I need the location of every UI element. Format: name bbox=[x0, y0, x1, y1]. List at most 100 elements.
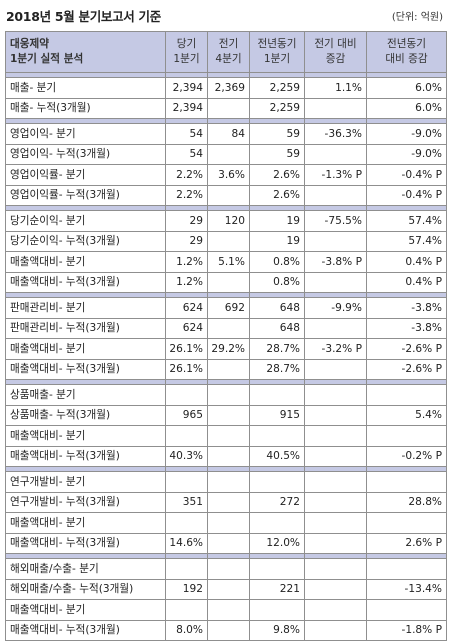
cell-yoy-change: 6.0% bbox=[366, 97, 447, 119]
group-separator bbox=[5, 466, 447, 472]
cell-current-quarter: 26.1% bbox=[165, 338, 208, 360]
cell-qoq-change bbox=[304, 471, 367, 493]
cell-previous-quarter: 692 bbox=[207, 297, 250, 319]
cell-year-ago-quarter bbox=[249, 425, 305, 447]
cell-previous-quarter: 5.1% bbox=[207, 251, 250, 273]
cell-previous-quarter: 3.6% bbox=[207, 164, 250, 186]
cell-qoq-change bbox=[304, 384, 367, 406]
cell-previous-quarter: 120 bbox=[207, 210, 250, 232]
cell-qoq-change bbox=[304, 578, 367, 600]
cell-yoy-change: -9.0% bbox=[366, 123, 447, 145]
row-label: 매출액대비- 누적(3개월) bbox=[5, 445, 166, 467]
cell-current-quarter bbox=[165, 599, 208, 621]
cell-qoq-change bbox=[304, 619, 367, 641]
row-label: 매출- 분기 bbox=[5, 77, 166, 99]
row-label: 영업이익- 분기 bbox=[5, 123, 166, 145]
cell-yoy-change: 2.6% P bbox=[366, 532, 447, 554]
cell-previous-quarter: 29.2% bbox=[207, 338, 250, 360]
table-row: 매출액대비- 분기 bbox=[5, 512, 447, 534]
cell-year-ago-quarter: 28.7% bbox=[249, 358, 305, 380]
group-separator bbox=[5, 553, 447, 559]
row-label: 매출액대비- 분기 bbox=[5, 338, 166, 360]
cell-qoq-change bbox=[304, 532, 367, 554]
cell-qoq-change: -9.9% bbox=[304, 297, 367, 319]
separator-cell bbox=[366, 72, 447, 78]
header-year-ago-quarter: 전년동기 1분기 bbox=[249, 31, 305, 73]
header-row: 대웅제약 1분기 실적 분석 당기 1분기 전기 4분기 전년동기 1분기 전기… bbox=[5, 31, 447, 73]
table-row: 해외매출/수출- 분기 bbox=[5, 558, 447, 580]
cell-previous-quarter bbox=[207, 491, 250, 513]
cell-qoq-change bbox=[304, 184, 367, 206]
cell-previous-quarter bbox=[207, 425, 250, 447]
row-label: 영업이익률- 누적(3개월) bbox=[5, 184, 166, 206]
group-separator bbox=[5, 118, 447, 124]
cell-previous-quarter bbox=[207, 358, 250, 380]
cell-yoy-change: 57.4% bbox=[366, 230, 447, 252]
row-label: 상품매출- 분기 bbox=[5, 384, 166, 406]
cell-year-ago-quarter: 40.5% bbox=[249, 445, 305, 467]
row-label: 당기순이익- 분기 bbox=[5, 210, 166, 232]
cell-year-ago-quarter: 9.8% bbox=[249, 619, 305, 641]
cell-qoq-change: -3.2% P bbox=[304, 338, 367, 360]
cell-current-quarter bbox=[165, 512, 208, 534]
cell-previous-quarter bbox=[207, 271, 250, 293]
cell-qoq-change bbox=[304, 512, 367, 534]
header-line2: 대비 증감 bbox=[385, 53, 428, 65]
row-label: 판매관리비- 누적(3개월) bbox=[5, 317, 166, 339]
earnings-table: 대웅제약 1분기 실적 분석 당기 1분기 전기 4분기 전년동기 1분기 전기… bbox=[5, 31, 447, 641]
cell-yoy-change: 0.4% P bbox=[366, 251, 447, 273]
cell-previous-quarter: 2,369 bbox=[207, 77, 250, 99]
cell-qoq-change: 1.1% bbox=[304, 77, 367, 99]
cell-qoq-change bbox=[304, 599, 367, 621]
cell-yoy-change bbox=[366, 471, 447, 493]
cell-yoy-change: -2.6% P bbox=[366, 338, 447, 360]
cell-yoy-change bbox=[366, 599, 447, 621]
cell-year-ago-quarter: 272 bbox=[249, 491, 305, 513]
cell-year-ago-quarter: 2.6% bbox=[249, 184, 305, 206]
cell-previous-quarter bbox=[207, 578, 250, 600]
table-row: 영업이익- 분기 54 84 59 -36.3% -9.0% bbox=[5, 123, 447, 145]
group-separator bbox=[5, 205, 447, 211]
cell-current-quarter: 2.2% bbox=[165, 164, 208, 186]
table-row: 해외매출/수출- 누적(3개월) 192 221 -13.4% bbox=[5, 578, 447, 600]
cell-previous-quarter bbox=[207, 143, 250, 165]
cell-current-quarter: 2,394 bbox=[165, 97, 208, 119]
table-row: 매출액대비- 누적(3개월) 14.6% 12.0% 2.6% P bbox=[5, 532, 447, 554]
cell-yoy-change: -0.4% P bbox=[366, 164, 447, 186]
cell-year-ago-quarter bbox=[249, 384, 305, 406]
row-label: 매출액대비- 누적(3개월) bbox=[5, 358, 166, 380]
row-label: 매출액대비- 분기 bbox=[5, 599, 166, 621]
cell-yoy-change: 57.4% bbox=[366, 210, 447, 232]
cell-qoq-change bbox=[304, 271, 367, 293]
cell-previous-quarter bbox=[207, 512, 250, 534]
cell-year-ago-quarter: 915 bbox=[249, 404, 305, 426]
cell-yoy-change: -3.8% bbox=[366, 317, 447, 339]
cell-yoy-change: -3.8% bbox=[366, 297, 447, 319]
row-label: 매출액대비- 분기 bbox=[5, 425, 166, 447]
cell-current-quarter: 351 bbox=[165, 491, 208, 513]
table-row: 매출액대비- 누적(3개월) 26.1% 28.7% -2.6% P bbox=[5, 358, 447, 380]
cell-current-quarter: 624 bbox=[165, 297, 208, 319]
cell-year-ago-quarter bbox=[249, 512, 305, 534]
table-row: 당기순이익- 분기 29 120 19 -75.5% 57.4% bbox=[5, 210, 447, 232]
cell-year-ago-quarter: 2,259 bbox=[249, 97, 305, 119]
row-label: 판매관리비- 분기 bbox=[5, 297, 166, 319]
cell-current-quarter: 54 bbox=[165, 143, 208, 165]
cell-year-ago-quarter: 59 bbox=[249, 123, 305, 145]
analysis-subtitle: 1분기 실적 분석 bbox=[10, 53, 84, 65]
cell-previous-quarter bbox=[207, 619, 250, 641]
cell-qoq-change bbox=[304, 317, 367, 339]
header-previous-quarter: 전기 4분기 bbox=[207, 31, 250, 73]
table-row: 매출액대비- 누적(3개월) 1.2% 0.8% 0.4% P bbox=[5, 271, 447, 293]
cell-previous-quarter bbox=[207, 532, 250, 554]
cell-current-quarter: 29 bbox=[165, 210, 208, 232]
cell-year-ago-quarter: 648 bbox=[249, 317, 305, 339]
table-row: 매출액대비- 분기 1.2% 5.1% 0.8% -3.8% P 0.4% P bbox=[5, 251, 447, 273]
cell-year-ago-quarter: 0.8% bbox=[249, 271, 305, 293]
report-header: 2018년 5월 분기보고서 기준 (단위: 억원) bbox=[0, 0, 451, 28]
cell-previous-quarter bbox=[207, 558, 250, 580]
cell-yoy-change bbox=[366, 512, 447, 534]
cell-previous-quarter bbox=[207, 184, 250, 206]
cell-previous-quarter bbox=[207, 230, 250, 252]
table-row: 상품매출- 누적(3개월) 965 915 5.4% bbox=[5, 404, 447, 426]
